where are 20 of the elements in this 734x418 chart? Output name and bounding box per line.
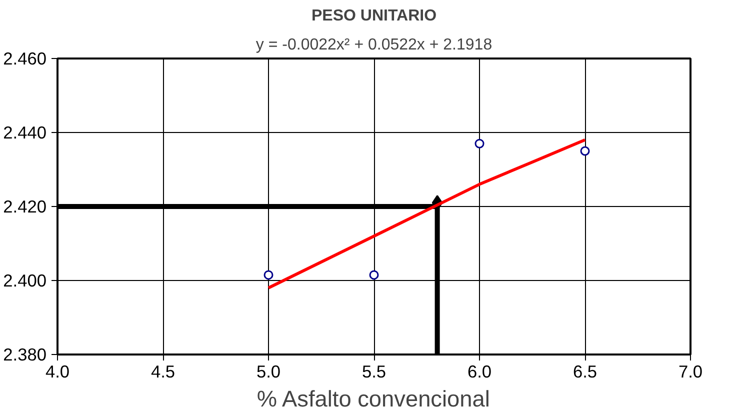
line-series [267,138,586,290]
point [264,270,274,280]
point [369,270,379,280]
x-tick-label: 5.5 [362,362,386,382]
x-tick-label: 5.0 [256,362,281,382]
y-tick-label: 2.420 [3,196,47,216]
x-tick-label: 7.0 [678,362,703,382]
point [474,138,484,148]
y-tick-label: 2.400 [3,270,47,290]
chart-title: PESO UNITARIO [311,8,437,24]
y-tick-label: 2.460 [3,48,47,68]
y-tick-label: 2.380 [3,344,47,364]
x-tick-label: 4.0 [45,362,70,382]
x-tick-label: 6.0 [467,362,492,382]
x-tick-label: 6.5 [572,362,598,382]
y-tick-label: 2.440 [3,122,47,142]
x-tick-label: 4.5 [150,362,176,382]
x-axis-title: % Asfalto convencional [256,386,490,412]
text: y = -0.0022x² + 0.0522x + 2.1918 [256,36,492,54]
point [580,146,590,156]
